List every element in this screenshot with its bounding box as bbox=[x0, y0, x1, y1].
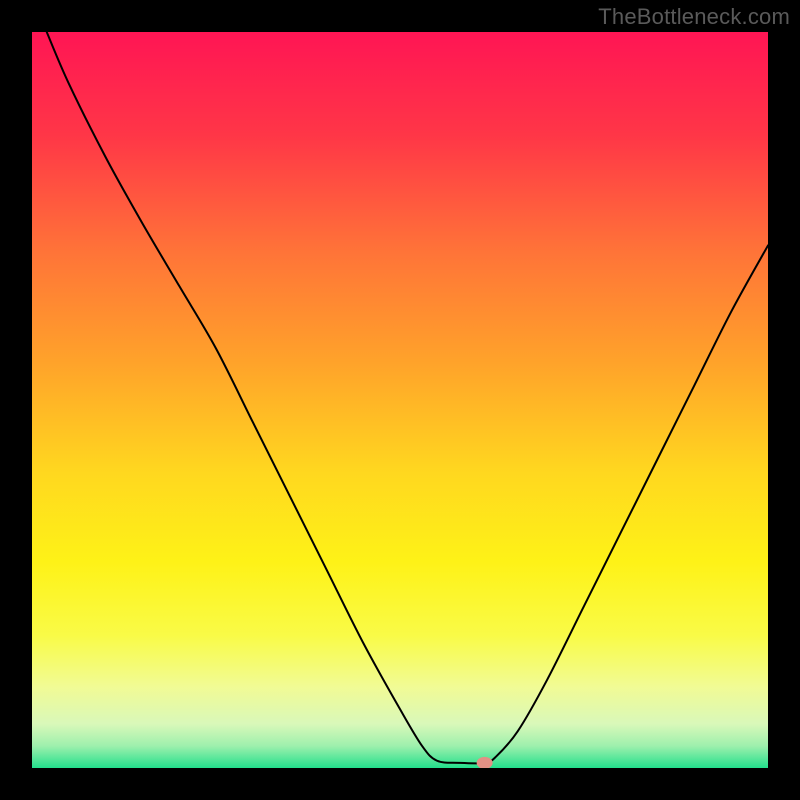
bottleneck-chart: TheBottleneck.com bbox=[0, 0, 800, 800]
chart-svg bbox=[0, 0, 800, 800]
plot-background bbox=[32, 32, 768, 768]
watermark-text: TheBottleneck.com bbox=[598, 4, 790, 30]
optimal-point-marker bbox=[477, 757, 493, 769]
